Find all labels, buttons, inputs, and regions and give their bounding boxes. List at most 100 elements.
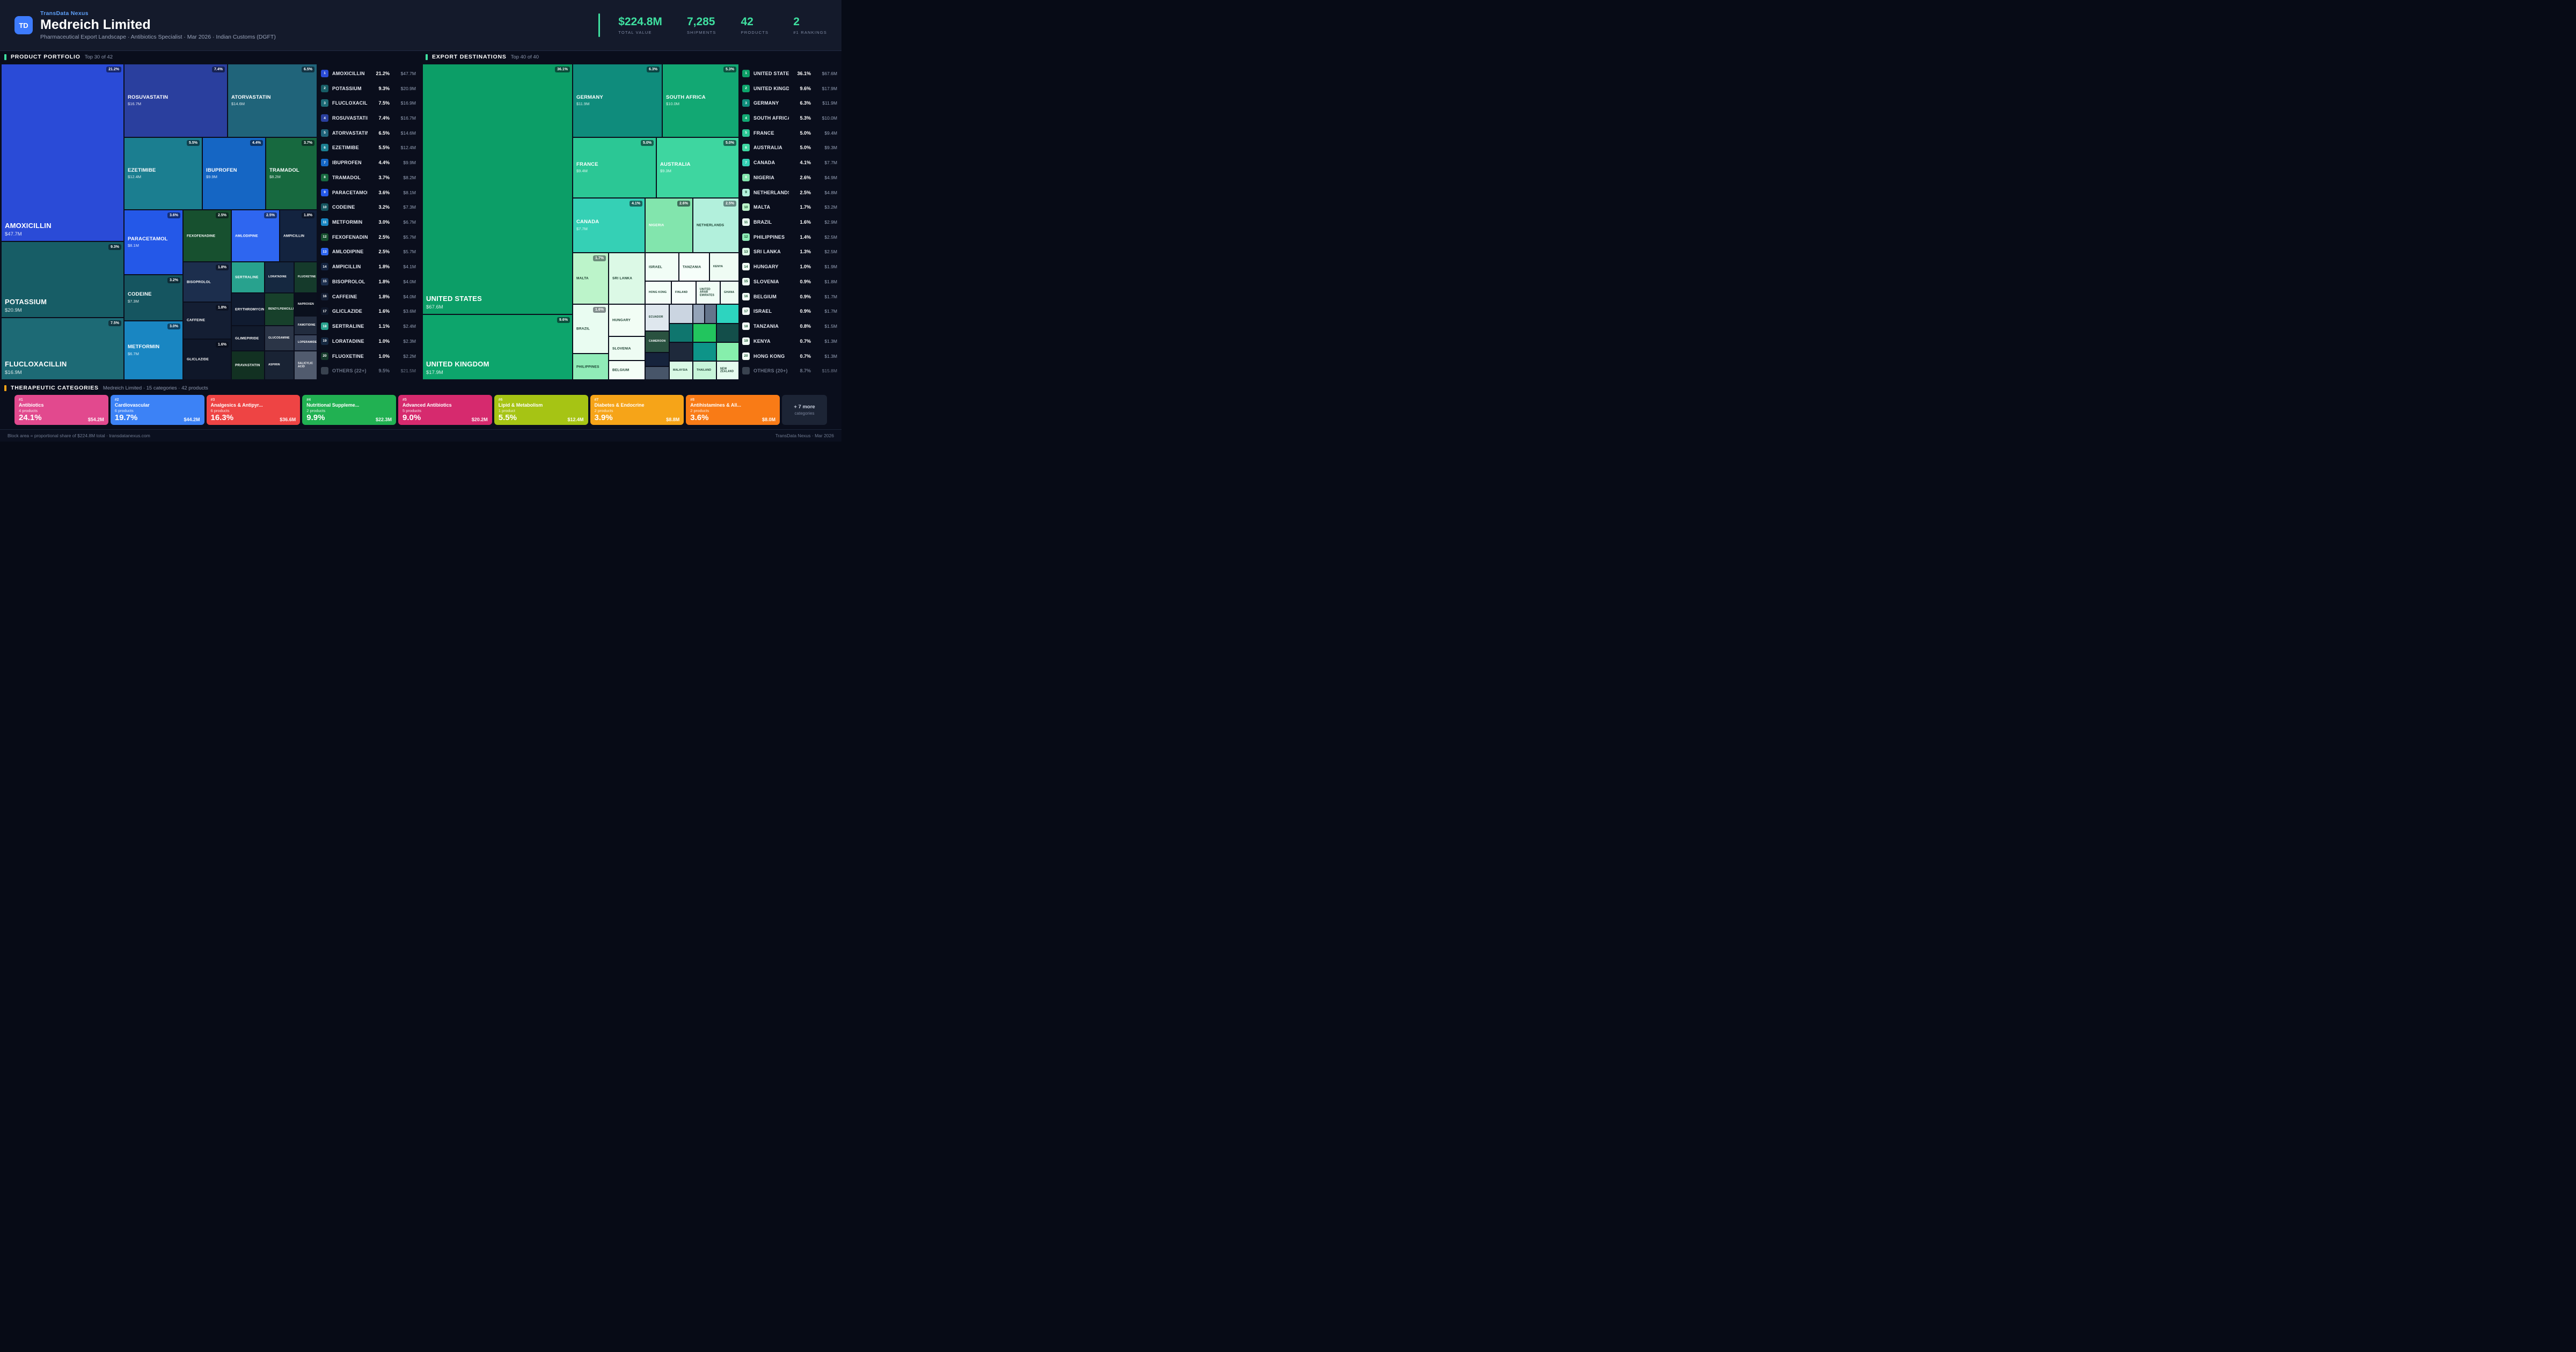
- legend-item-germany[interactable]: 3 GERMANY 6.3% $11.9M: [742, 95, 837, 111]
- treemap-block-fluoxetine[interactable]: FLUOXETINE: [294, 262, 317, 293]
- treemap-block-slovenia[interactable]: SLOVENIA: [609, 336, 645, 361]
- legend-item-nigeria[interactable]: 8 NIGERIA 2.6% $4.9M: [742, 170, 837, 185]
- treemap-block-potassium[interactable]: 9.3% POTASSIUM $20.9M: [1, 241, 124, 318]
- category-card-antibiotics[interactable]: #1 Antibiotics 4 products 24.1% $54.2M: [14, 395, 108, 425]
- category-card-analgesics-antipyr[interactable]: #3 Analgesics & Antipyr... 6 products 16.3%…: [206, 395, 301, 425]
- legend-item-sertraline[interactable]: 18 SERTRALINE 1.1% $2.4M: [321, 319, 416, 334]
- legend-item-loratadine[interactable]: 19 LORATADINE 1.0% $2.3M: [321, 334, 416, 349]
- treemap-block-gliclazide[interactable]: 1.6% GLICLAZIDE: [183, 339, 231, 380]
- legend-item-netherlands[interactable]: 9 NETHERLANDS 2.5% $4.8M: [742, 185, 837, 200]
- treemap-block-small-block[interactable]: [693, 304, 705, 324]
- treemap-block-small-block[interactable]: [705, 304, 716, 324]
- legend-item-codeine[interactable]: 10 CODEINE 3.2% $7.3M: [321, 200, 416, 215]
- legend-item-tramadol[interactable]: 8 TRAMADOL 3.7% $8.2M: [321, 170, 416, 185]
- treemap-block-salicylic-acid[interactable]: SALICYLIC ACID: [294, 351, 317, 380]
- treemap-block-belgium[interactable]: BELGIUM: [609, 361, 645, 380]
- treemap-block-israel[interactable]: ISRAEL: [645, 253, 679, 281]
- legend-item-slovenia[interactable]: 15 SLOVENIA 0.9% $1.8M: [742, 274, 837, 289]
- treemap-block-caffeine[interactable]: 1.8% CAFFEINE: [183, 302, 231, 339]
- treemap-block-united-states[interactable]: 36.1% UNITED STATES $67.6M: [422, 64, 573, 314]
- legend-item-bisoprolol[interactable]: 15 BISOPROLOL 1.8% $4.0M: [321, 274, 416, 289]
- treemap-block-ibuprofen[interactable]: 4.4% IBUPROFEN $9.9M: [202, 137, 266, 210]
- category-card-lipid-metabolism[interactable]: #6 Lipid & Metabolism 1 product 5.5% $12.4M: [494, 395, 588, 425]
- legend-item-brazil[interactable]: 11 BRAZIL 1.6% $2.9M: [742, 215, 837, 230]
- category-card-diabetes-endocrine[interactable]: #7 Diabetes & Endocrine 2 products 3.9% $8.8…: [590, 395, 684, 425]
- treemap-block-small-block[interactable]: [716, 342, 739, 361]
- treemap-block-ampicillin[interactable]: 1.8% AMPICILLIN: [280, 210, 317, 262]
- legend-item-australia[interactable]: 6 AUSTRALIA 5.0% $9.3M: [742, 141, 837, 156]
- treemap-block-thailand[interactable]: THAILAND: [693, 361, 716, 380]
- legend-item-belgium[interactable]: 16 BELGIUM 0.9% $1.7M: [742, 289, 837, 304]
- treemap-block-south-africa[interactable]: 5.3% SOUTH AFRICA $10.0M: [662, 64, 739, 137]
- legend-item-malta[interactable]: 10 MALTA 1.7% $3.2M: [742, 200, 837, 215]
- treemap-block-malta[interactable]: 1.7% MALTA: [573, 253, 609, 304]
- treemap-block-united-kingdom[interactable]: 9.6% UNITED KINGDOM $17.9M: [422, 314, 573, 380]
- legend-item-fluoxetine[interactable]: 20 FLUOXETINE 1.0% $2.2M: [321, 349, 416, 364]
- treemap-block-hong-kong[interactable]: HONG KONG: [645, 281, 671, 304]
- treemap-block-small-block[interactable]: [693, 324, 716, 342]
- category-card-cardiovascular[interactable]: #2 Cardiovascular 6 products 19.7% $44.2M: [110, 395, 204, 425]
- treemap-block-erythromycin[interactable]: ERYTHROMYCIN: [231, 293, 265, 326]
- legend-item-ampicillin[interactable]: 14 AMPICILLIN 1.8% $4.1M: [321, 259, 416, 274]
- treemap-block-cameroon[interactable]: CAMEROON: [645, 331, 669, 352]
- treemap-block-finland[interactable]: FINLAND: [671, 281, 696, 304]
- treemap-block-atorvastatin[interactable]: 6.5% ATORVASTATIN $14.6M: [228, 64, 317, 137]
- treemap-block-sertraline[interactable]: SERTRALINE: [231, 262, 265, 293]
- legend-item-gliclazide[interactable]: 17 GLICLAZIDE 1.6% $3.6M: [321, 304, 416, 319]
- treemap-block-metformin[interactable]: 3.0% METFORMIN $6.7M: [124, 321, 183, 380]
- treemap-block-fexofenadine[interactable]: 2.5% FEXOFENADINE: [183, 210, 231, 262]
- legend-item-hungary[interactable]: 14 HUNGARY 1.0% $1.9M: [742, 259, 837, 274]
- treemap-block-small-block[interactable]: [716, 324, 739, 342]
- legend-item-ibuprofen[interactable]: 7 IBUPROFEN 4.4% $9.9M: [321, 155, 416, 170]
- treemap-block-brazil[interactable]: 1.6% BRAZIL: [573, 304, 609, 354]
- legend-item-sri-lanka[interactable]: 13 SRI LANKA 1.3% $2.5M: [742, 245, 837, 260]
- treemap-block-ecuador[interactable]: ECUADOR: [645, 304, 669, 331]
- treemap-block-sri-lanka[interactable]: SRI LANKA: [609, 253, 645, 304]
- legend-item-flucloxacillin[interactable]: 3 FLUCLOXACILLIN 7.5% $16.9M: [321, 95, 416, 111]
- treemap-block-benzylpenicillin[interactable]: BENZYLPENICILLIN: [265, 293, 294, 326]
- treemap-block-kenya[interactable]: KENYA: [709, 253, 739, 281]
- treemap-block-netherlands[interactable]: 2.5% NETHERLANDS: [693, 198, 739, 253]
- treemap-block-bisoprolol[interactable]: 1.8% BISOPROLOL: [183, 262, 231, 302]
- legend-item-tanzania[interactable]: 18 TANZANIA 0.8% $1.5M: [742, 319, 837, 334]
- treemap-block-loratadine[interactable]: LORATADINE: [265, 262, 294, 293]
- legend-item-kenya[interactable]: 19 KENYA 0.7% $1.3M: [742, 334, 837, 349]
- treemap-block-ezetimibe[interactable]: 5.5% EZETIMIBE $12.4M: [124, 137, 202, 210]
- treemap-block-germany[interactable]: 6.3% GERMANY $11.9M: [573, 64, 662, 137]
- treemap-block-codeine[interactable]: 3.2% CODEINE $7.3M: [124, 275, 183, 321]
- legend-item-philippines[interactable]: 12 PHILIPPINES 1.4% $2.5M: [742, 230, 837, 245]
- legend-item-paracetamol[interactable]: 9 PARACETAMOL 3.6% $8.1M: [321, 185, 416, 200]
- treemap-block-ghana[interactable]: GHANA: [720, 281, 739, 304]
- treemap-block-loperamide[interactable]: LOPERAMIDE: [294, 335, 317, 351]
- category-card-nutritional-suppleme[interactable]: #4 Nutritional Suppleme... 2 products 9.9% $…: [302, 395, 396, 425]
- treemap-block-france[interactable]: 5.0% FRANCE $9.4M: [573, 137, 656, 198]
- treemap-block-famotidine[interactable]: FAMOTIDINE: [294, 316, 317, 335]
- treemap-block-glucosamine[interactable]: GLUCOSAMINE: [265, 326, 294, 351]
- treemap-block-philippines[interactable]: PHILIPPINES: [573, 354, 609, 380]
- treemap-block-glimepiride[interactable]: GLIMEPIRIDE: [231, 326, 265, 351]
- treemap-block-flucloxacillin[interactable]: 7.5% FLUCLOXACILLIN $16.9M: [1, 318, 124, 380]
- legend-item-fexofenadine[interactable]: 12 FEXOFENADINE 2.5% $5.7M: [321, 230, 416, 245]
- treemap-block-amoxicillin[interactable]: 21.2% AMOXICILLIN $47.7M: [1, 64, 124, 241]
- treemap-block-small-block[interactable]: [645, 366, 669, 380]
- legend-item-rosuvastatin[interactable]: 4 ROSUVASTATIN 7.4% $16.7M: [321, 111, 416, 126]
- treemap-block-small-block[interactable]: [716, 304, 739, 324]
- treemap-block-hungary[interactable]: HUNGARY: [609, 304, 645, 336]
- category-more-card[interactable]: + 7 more categories: [782, 395, 827, 425]
- treemap-block-nigeria[interactable]: 2.6% NIGERIA: [645, 198, 693, 253]
- legend-item-atorvastatin[interactable]: 5 ATORVASTATIN 6.5% $14.6M: [321, 126, 416, 141]
- legend-item-caffeine[interactable]: 16 CAFFEINE 1.8% $4.0M: [321, 289, 416, 304]
- treemap-block-tramadol[interactable]: 3.7% TRAMADOL $8.2M: [265, 137, 317, 210]
- treemap-block-tanzania[interactable]: TANZANIA: [679, 253, 709, 281]
- treemap-block-small-block[interactable]: [693, 342, 716, 361]
- treemap-block-australia[interactable]: 5.0% AUSTRALIA $9.3M: [656, 137, 739, 198]
- treemap-block-small-block[interactable]: [669, 304, 693, 324]
- legend-item-hong-kong[interactable]: 20 HONG KONG 0.7% $1.3M: [742, 349, 837, 364]
- legend-item-south-africa[interactable]: 4 SOUTH AFRICA 5.3% $10.0M: [742, 111, 837, 126]
- legend-item-canada[interactable]: 7 CANADA 4.1% $7.7M: [742, 155, 837, 170]
- treemap-block-naproxen[interactable]: NAPROXEN: [294, 293, 317, 316]
- legend-item-amoxicillin[interactable]: 1 AMOXICILLIN 21.2% $47.7M: [321, 66, 416, 81]
- legend-item-israel[interactable]: 17 ISRAEL 0.9% $1.7M: [742, 304, 837, 319]
- treemap-block-small-block[interactable]: [669, 342, 693, 361]
